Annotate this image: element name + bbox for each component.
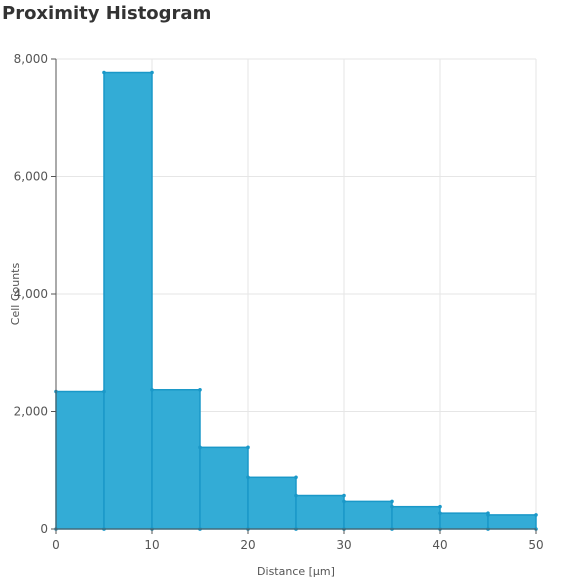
- bin-marker: [294, 475, 298, 480]
- histogram-bar[interactable]: [439, 512, 489, 530]
- bin-marker: [102, 389, 106, 394]
- y-tick-label: 8,000: [14, 52, 48, 66]
- bin-marker: [390, 504, 394, 509]
- axes: [51, 58, 537, 534]
- x-axis-label: Distance [µm]: [257, 565, 335, 578]
- histogram-bar[interactable]: [487, 514, 537, 530]
- bin-marker: [438, 511, 442, 515]
- bin-marker: [150, 387, 154, 392]
- histogram-bar[interactable]: [343, 500, 393, 530]
- bin-marker: [390, 499, 394, 504]
- y-tick-labels: 0 2,000 4,000 6,000 8,000: [14, 52, 48, 536]
- bin-marker: [246, 445, 250, 450]
- x-tick-label: 0: [52, 538, 60, 552]
- y-tick-label: 6,000: [14, 170, 48, 184]
- bin-marker: [198, 445, 202, 450]
- histogram-bars: [55, 71, 537, 530]
- x-tick-label: 10: [144, 538, 159, 552]
- x-tick-label: 20: [240, 538, 255, 552]
- histogram-bar[interactable]: [391, 505, 441, 530]
- bin-marker: [342, 493, 346, 498]
- bin-marker: [246, 475, 250, 480]
- histogram-bar[interactable]: [295, 494, 345, 530]
- bin-marker: [294, 493, 298, 498]
- histogram-bar[interactable]: [199, 446, 249, 530]
- histogram-bar[interactable]: [247, 476, 297, 530]
- chart-title: Proximity Histogram: [2, 3, 212, 24]
- x-tick-label: 30: [336, 538, 351, 552]
- y-axis-label: Cell Counts: [9, 263, 22, 326]
- bin-marker: [198, 387, 202, 392]
- bin-marker: [534, 513, 538, 517]
- x-tick-label: 50: [528, 538, 543, 552]
- histogram-bar[interactable]: [55, 390, 105, 530]
- y-tick-label: 0: [40, 522, 48, 536]
- bin-marker: [486, 513, 490, 517]
- x-tick-label: 40: [432, 538, 447, 552]
- bin-marker: [150, 70, 154, 75]
- histogram-bar[interactable]: [103, 71, 153, 530]
- y-tick-label: 2,000: [14, 405, 48, 419]
- bin-marker: [342, 499, 346, 504]
- x-tick-labels: 0 10 20 30 40 50: [52, 538, 543, 552]
- histogram-bar[interactable]: [151, 389, 201, 530]
- y-tick-label: 4,000: [14, 287, 48, 301]
- bin-marker: [438, 504, 442, 509]
- bin-marker: [102, 70, 106, 75]
